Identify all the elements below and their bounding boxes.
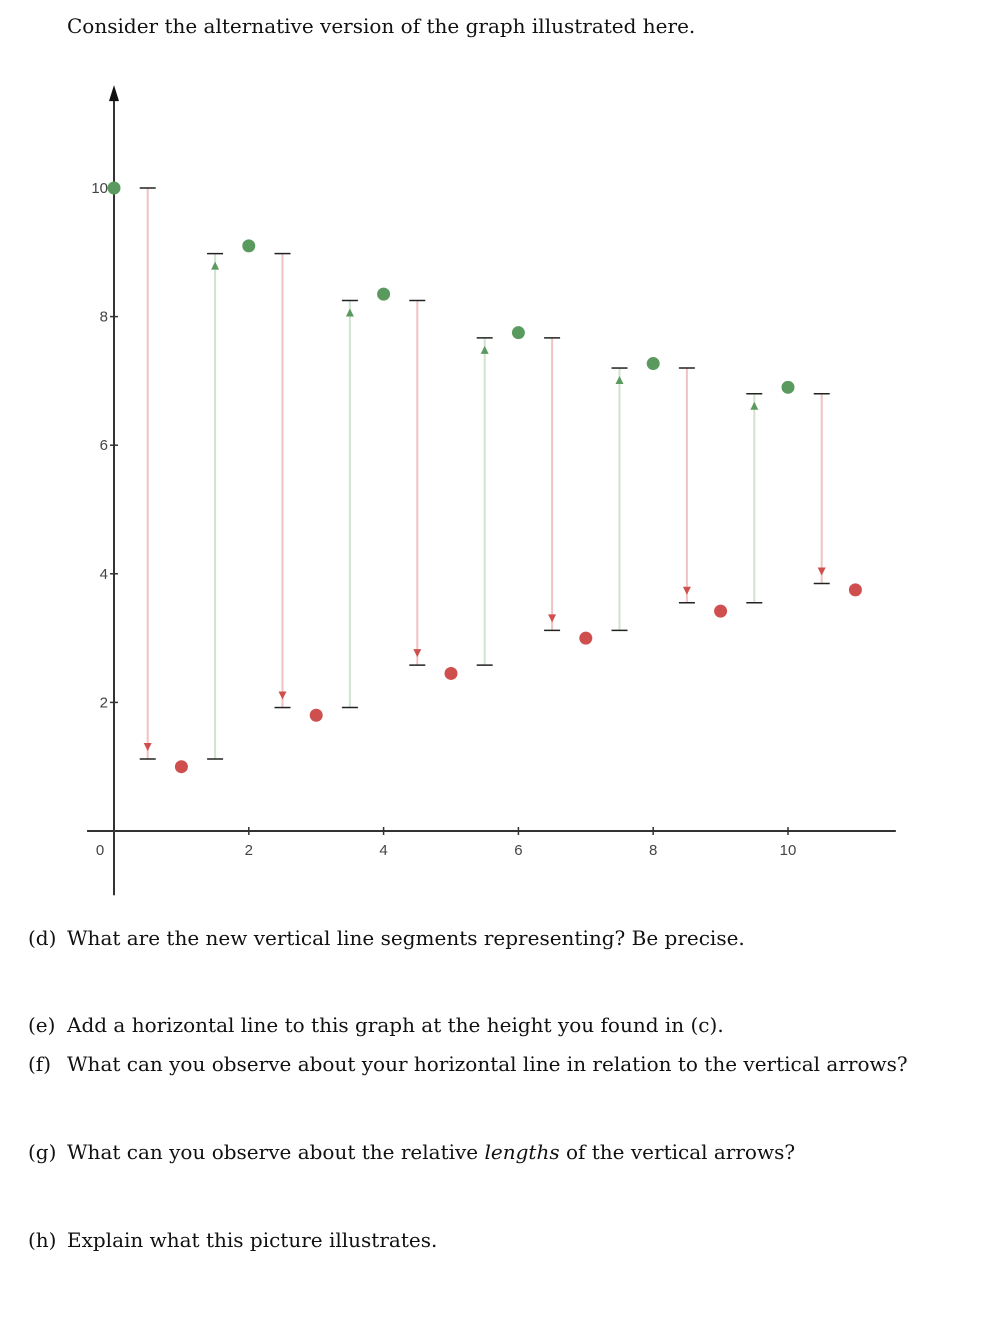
question-label: (g): [28, 1140, 57, 1164]
question-text-part: of the vertical arrows?: [559, 1140, 796, 1164]
arrow-down-icon: [817, 567, 826, 576]
y-tick-label: 4: [100, 566, 108, 583]
red-point: [579, 631, 593, 645]
question-f: (f) What can you observe about your hori…: [28, 1052, 908, 1076]
segment-layer: [139, 187, 830, 760]
arrow-down-icon: [143, 742, 152, 751]
y-tick-label: 10: [91, 180, 108, 197]
red-point: [848, 583, 862, 597]
question-label: (e): [28, 1013, 56, 1037]
green-point: [107, 181, 121, 195]
x-tick-label: 10: [780, 842, 797, 859]
question-text: Add a horizontal line to this graph at t…: [67, 1013, 724, 1037]
question-text: Explain what this picture illustrates.: [67, 1228, 437, 1252]
arrow-up-icon: [615, 376, 624, 385]
y-tick-label: 2: [100, 694, 108, 711]
question-label: (h): [28, 1228, 57, 1252]
y-tick-label: 6: [100, 437, 108, 454]
question-g: (g) What can you observe about the relat…: [28, 1140, 795, 1164]
x-tick-label: 8: [649, 842, 657, 859]
question-text: What can you observe about the relative …: [67, 1140, 795, 1164]
question-text-part: What are the new vertical line segments …: [67, 926, 745, 950]
green-point: [511, 326, 525, 340]
red-point: [714, 604, 728, 618]
arrow-up-icon: [211, 261, 220, 270]
arrow-down-icon: [548, 614, 557, 623]
question-text-part: Add a horizontal line to this graph at t…: [67, 1013, 724, 1037]
question-label: (d): [28, 926, 57, 950]
question-text: What are the new vertical line segments …: [67, 926, 745, 950]
question-text-part: What can you observe about the relative: [67, 1140, 485, 1164]
red-point: [174, 760, 188, 774]
x-tick-label: 4: [379, 842, 387, 859]
y-tick-label: 8: [100, 309, 108, 326]
x-tick-label: 0: [96, 842, 104, 859]
red-point: [309, 708, 323, 722]
points-layer: [107, 181, 862, 774]
arrow-up-icon: [345, 308, 354, 317]
green-point: [646, 357, 660, 371]
arrow-down-icon: [278, 691, 287, 700]
question-e: (e) Add a horizontal line to this graph …: [28, 1013, 724, 1037]
question-text-part: Explain what this picture illustrates.: [67, 1228, 438, 1252]
arrow-down-icon: [413, 649, 422, 658]
green-point: [781, 380, 795, 394]
question-text-emphasis: lengths: [484, 1140, 560, 1164]
green-point: [242, 239, 256, 253]
cobweb-chart: 0 2 4 6 8 10 2 4 6 8 10: [87, 85, 896, 896]
question-h: (h) Explain what this picture illustrate…: [28, 1228, 437, 1252]
question-text-part: What can you observe about your horizont…: [67, 1052, 908, 1076]
arrow-up-icon: [750, 401, 759, 410]
question-text: What can you observe about your horizont…: [67, 1052, 908, 1076]
green-point: [377, 287, 391, 301]
y-axis-arrow: [109, 85, 119, 102]
x-tick-label: 6: [514, 842, 522, 859]
intro-text: Consider the alternative version of the …: [67, 14, 696, 38]
axes-layer: 0 2 4 6 8 10 2 4 6 8 10: [87, 85, 896, 896]
question-d: (d) What are the new vertical line segme…: [28, 926, 745, 950]
question-label: (f): [28, 1052, 52, 1076]
red-point: [444, 666, 458, 680]
arrow-up-icon: [480, 345, 489, 354]
x-tick-label: 2: [245, 842, 253, 859]
arrow-down-icon: [682, 586, 691, 595]
